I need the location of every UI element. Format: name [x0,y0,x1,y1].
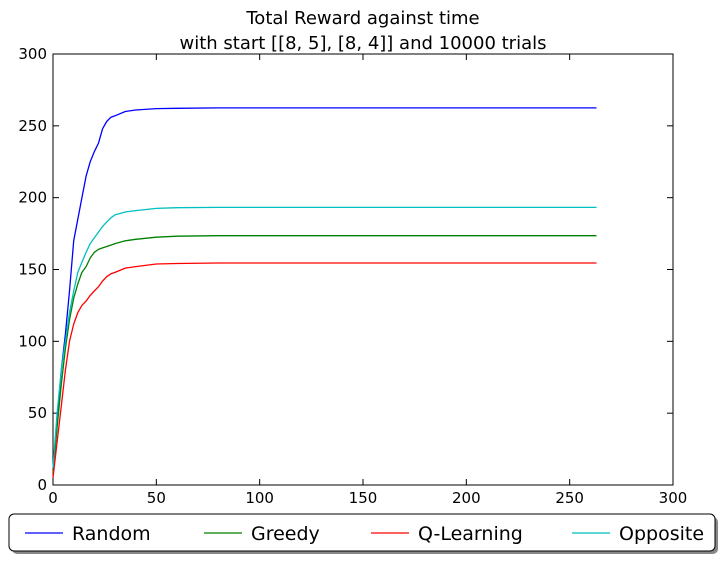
legend-box [8,513,716,552]
series-lines [52,107,597,478]
y-tick-label: 50 [28,404,47,422]
y-tick-label: 300 [18,45,47,63]
y-tick-label: 0 [37,476,47,494]
x-tick-label: 300 [659,489,688,507]
legend: Random Greedy Q-Learning Opposite [8,513,718,554]
y-tick-label: 200 [18,189,47,207]
x-tick-label: 200 [452,489,481,507]
series-line-q-learning [52,262,597,478]
axes: 0 50 100 150 200 250 300 0 50 100 150 200 250 300 [18,45,687,507]
y-tick-label: 150 [18,261,47,279]
x-tick-label: 0 [48,489,58,507]
series-line-random [52,107,597,471]
x-tick-label: 100 [245,489,274,507]
x-tick-label: 250 [555,489,584,507]
x-tick-label: 150 [349,489,378,507]
chart-title: Total Reward against time [245,8,479,29]
legend-label-q-learning: Q-Learning [418,523,523,545]
plot-area-frame [52,53,674,486]
x-tick-label: 50 [147,489,166,507]
series-line-opposite [52,206,597,468]
legend-label-greedy: Greedy [251,523,320,545]
series-line-greedy [52,235,597,474]
y-tick-label: 250 [18,117,47,135]
chart-subtitle: with start [[8, 5], [8, 4]] and 10000 tr… [180,33,547,54]
legend-label-opposite: Opposite [619,523,704,545]
y-tick-label: 100 [18,332,47,350]
legend-label-random: Random [72,523,151,545]
